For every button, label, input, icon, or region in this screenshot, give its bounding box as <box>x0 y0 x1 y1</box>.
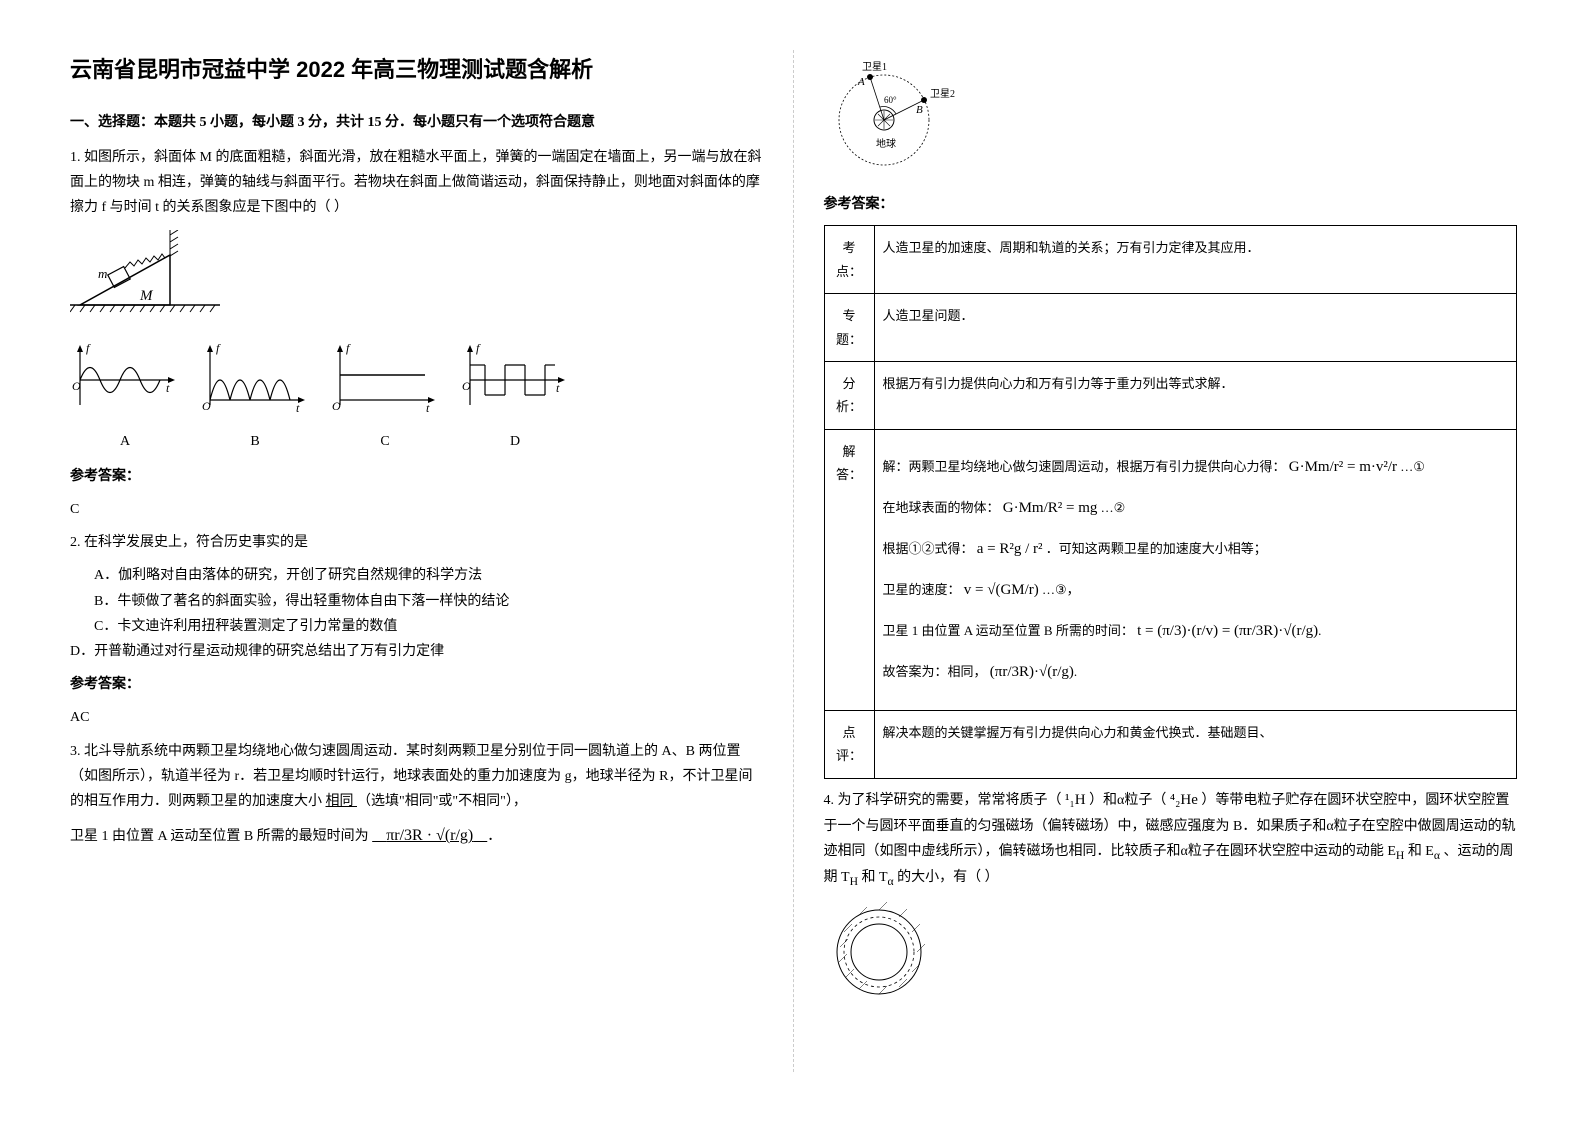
sol-line1: 解：两颗卫星均绕地心做匀速圆周运动，根据万有引力提供向心力得： <box>883 459 1286 474</box>
q2-answer-label: 参考答案： <box>70 672 763 697</box>
svg-text:f: f <box>86 341 91 355</box>
graph-b: f O t B <box>200 340 310 454</box>
question-4: 4. 为了科学研究的需要，常常将质子（ ¹₁H ）和α粒子（ ⁴₂He ）等带电… <box>824 787 1518 893</box>
q4-sub-h1: H <box>1396 848 1404 861</box>
svg-text:O: O <box>332 399 341 413</box>
graph-d-label: D <box>460 429 570 454</box>
svg-text:f: f <box>216 341 221 355</box>
graphs-row: f O t A f O t B <box>70 340 763 454</box>
table-row: 分析： 根据万有引力提供向心力和万有引力等于重力列出等式求解． <box>824 361 1517 429</box>
question-3: 3. 北斗导航系统中两颗卫星均绕地心做匀速圆周运动．某时刻两颗卫星分别位于同一圆… <box>70 739 763 815</box>
svg-text:A: A <box>857 76 865 88</box>
svg-text:t: t <box>296 401 300 415</box>
sat2-label: 卫星2 <box>930 88 955 100</box>
q1-answer: C <box>70 497 763 522</box>
graph-c: f O t C <box>330 340 440 454</box>
incline-diagram: m M <box>70 230 763 329</box>
sat1-label: 卫星1 <box>862 61 887 73</box>
q3-text2: （选填"相同"或"不相同"）， <box>357 794 527 809</box>
table-text-4: 解：两颗卫星均绕地心做匀速圆周运动，根据万有引力提供向心力得： G·Mm/r² … <box>874 429 1517 710</box>
orbit-diagram: 地球 卫星1 A 卫星2 B 60° <box>824 55 1518 184</box>
svg-text:O: O <box>72 379 81 393</box>
sol-line3b: ．可知这两颗卫星的加速度大小相等； <box>1046 541 1267 556</box>
left-column: 云南省昆明市冠益中学 2022 年高三物理测试题含解析 一、选择题：本题共 5 … <box>40 50 794 1072</box>
m-label: m <box>98 266 107 281</box>
table-label-4: 解答： <box>824 429 874 710</box>
table-row: 点评： 解决本题的关键掌握万有引力提供向心力和黄金代换式．基础题目、 <box>824 710 1517 778</box>
svg-text:60°: 60° <box>884 95 897 105</box>
earth-label: 地球 <box>876 137 896 150</box>
q4-text2: ）和α粒子（ <box>1089 793 1166 808</box>
graph-a-label: A <box>70 429 180 454</box>
document-title: 云南省昆明市冠益中学 2022 年高三物理测试题含解析 <box>70 50 763 90</box>
table-label-2: 专题： <box>824 294 874 362</box>
q4-he-symbol: ⁴₂He <box>1170 792 1198 808</box>
right-column: 地球 卫星1 A 卫星2 B 60° 参考答案： 考点： 人造卫星的加速度、周期… <box>794 50 1548 1072</box>
table-label-1: 考点： <box>824 226 874 294</box>
q4-sub-a1: α <box>1434 848 1440 861</box>
table-row: 考点： 人造卫星的加速度、周期和轨道的关系；万有引力定律及其应用． <box>824 226 1517 294</box>
q2-answer: AC <box>70 705 763 730</box>
svg-text:f: f <box>476 341 481 355</box>
table-text-2: 人造卫星问题． <box>874 294 1517 362</box>
svg-text:B: B <box>916 104 923 116</box>
q4-text6: 和 T <box>861 870 887 885</box>
q2-opt-a: A．伽利略对自由落体的研究，开创了研究自然规律的科学方法 <box>94 563 763 588</box>
sol-line5: 卫星 1 由位置 A 运动至位置 B 所需的时间： <box>883 623 1134 638</box>
table-label-3: 分析： <box>824 361 874 429</box>
solution-table: 考点： 人造卫星的加速度、周期和轨道的关系；万有引力定律及其应用． 专题： 人造… <box>824 225 1518 778</box>
q3-formula: πr/3R · √(r/g) <box>372 829 487 844</box>
table-row: 专题： 人造卫星问题． <box>824 294 1517 362</box>
q4-text1: 4. 为了科学研究的需要，常常将质子（ <box>824 793 1062 808</box>
sol-line6: 故答案为：相同， <box>883 664 987 679</box>
q3-blank1: 相同 <box>326 794 358 809</box>
graph-b-label: B <box>200 429 310 454</box>
svg-text:O: O <box>462 379 471 393</box>
q4-text7: 的大小，有（ ） <box>897 870 999 885</box>
table-text-1: 人造卫星的加速度、周期和轨道的关系；万有引力定律及其应用． <box>874 226 1517 294</box>
sol-line3: 根据①②式得： <box>883 541 974 556</box>
table-text-3: 根据万有引力提供向心力和万有引力等于重力列出等式求解． <box>874 361 1517 429</box>
question-2: 2. 在科学发展史上，符合历史事实的是 <box>70 530 763 555</box>
q2-opt-b: B．牛顿做了著名的斜面实验，得出轻重物体自由下落一样快的结论 <box>94 589 763 614</box>
svg-text:t: t <box>426 401 430 415</box>
q4-sub-h2: H <box>850 875 858 888</box>
q3-line2: 卫星 1 由位置 A 运动至位置 B 所需的最短时间为 πr/3R · √(r/… <box>70 822 763 851</box>
sol-line4: 卫星的速度： <box>883 582 961 597</box>
graph-c-label: C <box>330 429 440 454</box>
svg-text:t: t <box>556 381 560 395</box>
sol-line2: 在地球表面的物体： <box>883 500 1000 515</box>
q4-h-symbol: ¹₁H <box>1065 792 1086 808</box>
svg-text:t: t <box>166 381 170 395</box>
q2-opt-c: C．卡文迪许利用扭秤装置测定了引力常量的数值 <box>94 614 763 639</box>
q2-opt-d: D．开普勒通过对行星运动规律的研究总结出了万有引力定律 <box>70 639 763 664</box>
q3-answer-label: 参考答案： <box>824 192 1518 217</box>
table-text-5: 解决本题的关键掌握万有引力提供向心力和黄金代换式．基础题目、 <box>874 710 1517 778</box>
ring-diagram <box>824 902 1518 1011</box>
graph-d: f O t D <box>460 340 570 454</box>
svg-text:O: O <box>202 399 211 413</box>
section-header: 一、选择题：本题共 5 小题，每小题 3 分，共计 15 分．每小题只有一个选项… <box>70 110 763 135</box>
graph-a: f O t A <box>70 340 180 454</box>
svg-text:f: f <box>346 341 351 355</box>
big-m-label: M <box>139 288 154 304</box>
table-label-5: 点评： <box>824 710 874 778</box>
q3-text3: 卫星 1 由位置 A 运动至位置 B 所需的最短时间为 <box>70 829 369 844</box>
q4-sub-a2: α <box>888 875 894 888</box>
table-row: 解答： 解：两颗卫星均绕地心做匀速圆周运动，根据万有引力提供向心力得： G·Mm… <box>824 429 1517 710</box>
question-1: 1. 如图所示，斜面体 M 的底面粗糙，斜面光滑，放在粗糙水平面上，弹簧的一端固… <box>70 145 763 221</box>
q4-text4: 和 E <box>1408 844 1434 859</box>
q1-answer-label: 参考答案： <box>70 464 763 489</box>
